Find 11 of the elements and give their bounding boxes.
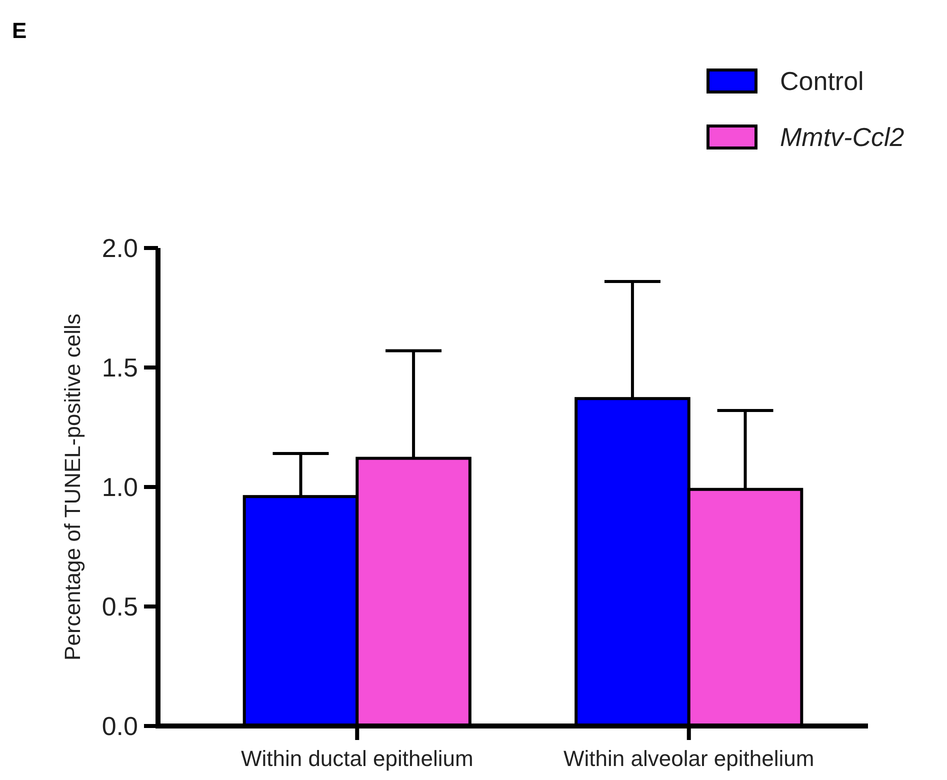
y-tick-label: 1.5 [102,352,138,383]
x-tick-label: Within alveolar epithelium [564,746,814,771]
x-tick-label: Within ductal epithelium [240,746,474,771]
y-tick-label: 2.0 [102,233,138,264]
y-tick-label: 0.5 [102,592,138,622]
y-axis-title: Percentage of TUNEL-positive cells [60,314,85,660]
legend-label: Control [780,66,864,96]
legend-label: Mmtv-Ccl2 [780,122,905,152]
chart-title: E [12,18,27,43]
y-tick-label: 1.0 [102,472,138,502]
y-tick-label: 0.0 [102,711,138,742]
